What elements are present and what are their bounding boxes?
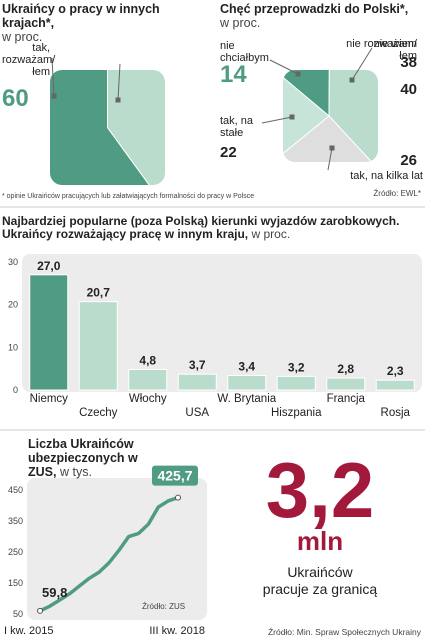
slice-label: tak, na kilka lat [350,170,423,182]
x-tick-label: I kw. 2015 [4,625,54,637]
chart-title: Liczba Ukraińców ubezpieczonych w ZUS, [28,437,138,479]
value-label: 3,4 [238,359,255,373]
chart-subtitle: w proc. [2,29,43,44]
slice-label: nie rozważam/łem [346,38,417,63]
chart-subtitle: w proc. [220,15,261,30]
value-label: 425,7 [157,468,192,484]
value-label: 2,3 [387,364,404,378]
x-tick-label: USA [185,407,209,419]
value-label: 3,7 [189,358,206,372]
y-tick-label: 250 [8,547,23,557]
chart-subtitle: Ukraińcy rozważający pracę w innym kraju… [2,227,249,242]
info-line: Ukraińców [287,564,353,580]
slice-label: tak, na stałe [220,115,254,140]
label-box [152,465,198,486]
value-label: 20,7 [87,286,111,300]
bar [227,374,267,391]
chart-title: Chęć przeprowadzki do Polski*, [220,2,409,16]
x-tick-label: Rosja [381,407,411,419]
value-label: 27,0 [37,259,61,273]
y-tick-label: 50 [13,609,23,619]
info-line: pracuje za granicą [262,581,378,597]
plot-panel [22,254,422,392]
line [39,495,179,613]
end-dot [175,494,181,501]
y-tick-label: 450 [8,485,23,495]
slice-label: nie wiem [373,38,417,50]
value-label: 4,8 [139,354,156,368]
chart-title: Najbardziej popularne (poza Polską) kier… [2,214,400,228]
value-label: 3,2 [288,360,305,374]
leader-line [269,59,299,75]
title-block: Chęć przeprowadzki do Polski*, w proc. [220,2,425,31]
y-tick-label: 30 [8,257,18,267]
source: Źródło: EWL* [373,189,421,198]
leader-line [117,63,121,101]
slice-value: 60 [2,85,29,112]
leader-dot [295,71,301,77]
big-number: 3,2 [265,446,375,534]
bar [78,301,118,391]
bar [29,274,69,391]
bar [276,375,316,391]
end-dot [37,607,43,614]
slice-value: 22 [220,144,237,161]
x-tick-label: W. Brytania [217,393,276,405]
value-label: 2,8 [337,362,354,376]
footnote: * opinie Ukraińców pracujących lub załat… [2,193,255,200]
source: Źródło: ZUS [142,602,185,611]
slice-label: tak, rozważam/łem [2,42,56,79]
y-tick-label: 350 [8,516,23,526]
x-tick-label: Niemcy [30,393,69,405]
leader-dot [329,145,335,151]
big-unit: mln [296,526,344,556]
title-block: Najbardziej popularne (poza Polską) kier… [2,214,425,242]
chart-subtitle: w tys. [59,464,92,479]
pie-slice [50,70,165,185]
y-tick-label: 20 [8,300,18,310]
pie-slice [107,70,165,185]
pie-slice [283,70,330,162]
title-block: Liczba Ukraińców ubezpieczonych w ZUS, w… [28,437,148,479]
leader-dot [289,114,295,120]
leader-line [261,116,293,124]
bar [177,373,217,391]
pie-slice [283,115,378,162]
slice-label: nie chciałbym [220,40,269,65]
slice-value: 40 [400,81,417,98]
leader-dot [51,93,57,99]
leader-line [327,147,333,171]
leader-dot [115,97,121,103]
bar [326,377,366,391]
title-block: Ukraińcy o pracy w innych krajach*, w pr… [2,2,207,44]
bar [375,379,415,391]
x-tick-label: III kw. 2018 [149,625,205,637]
x-tick-label: Czechy [79,407,118,419]
chart-title: Ukraińcy o pracy w innych krajach*, [2,2,160,30]
leader-dot [349,77,355,83]
y-tick-label: 0 [13,385,18,395]
leader-line [51,57,55,97]
leader-line [351,47,373,81]
y-tick-label: 10 [8,342,18,352]
y-tick-label: 150 [8,578,23,588]
slice-value: 26 [400,152,417,169]
x-tick-label: Francja [327,393,366,405]
source: Źródło: Min. Spraw Społecznych Ukrainy [267,627,421,637]
slice-value: 14 [220,61,247,88]
x-tick-label: Hiszpania [271,407,322,419]
plot-panel [27,478,207,620]
x-tick-label: Włochy [129,393,167,405]
value-label: 59,8 [42,585,67,600]
bar [128,369,168,391]
pie-slice [328,70,378,162]
slice-value: 38 [400,54,417,71]
chart-unit: w proc. [251,227,291,242]
